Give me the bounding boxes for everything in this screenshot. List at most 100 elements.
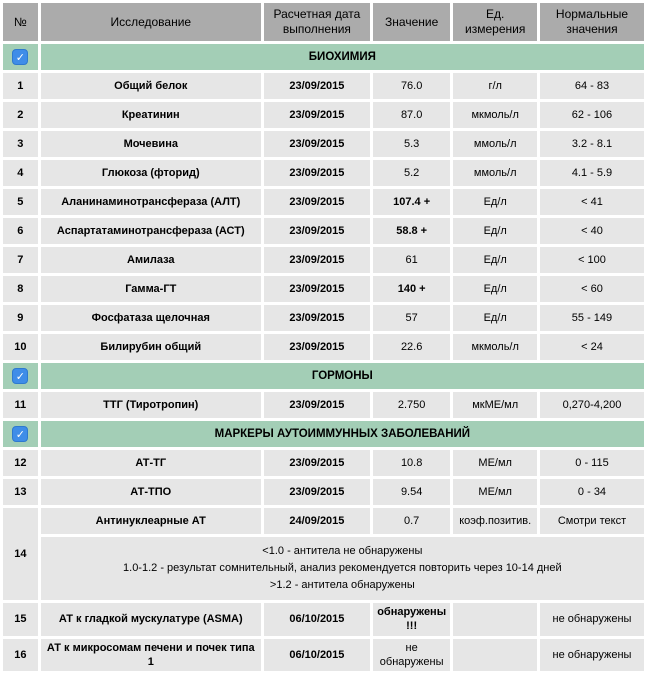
table-row: 10 Билирубин общий 23/09/2015 22.6 мкмоль/л <… [3,334,644,360]
test-unit: г/л [453,73,537,99]
test-value: 0.7 [372,508,451,534]
table-row: 1 Общий белок 23/09/2015 76.0 г/л 64 - 83 [3,73,644,99]
test-unit: Ед/л [453,305,537,331]
test-name: Антинуклеарные АТ [40,508,261,534]
row-number: 13 [3,479,38,505]
row-number: 2 [3,102,38,128]
test-date: 23/09/2015 [263,189,370,215]
col-header-num: № [3,3,38,41]
test-unit: Ед/л [453,218,537,244]
table-row: 14 Антинуклеарные АТ 24/09/2015 0.7 коэф.поз… [3,508,644,600]
interpretation-note-line: <1.0 - антитела не обнаружены [262,545,423,557]
normal-range: 62 - 106 [539,102,644,128]
test-date: 23/09/2015 [263,131,370,157]
test-unit: коэф.позитив. [453,508,537,534]
section-checkbox[interactable]: ✓ [12,426,29,442]
table-row-notes: <1.0 - антитела не обнаружены 1.0-1.2 - р… [3,537,644,600]
normal-range: 0 - 115 [539,450,644,476]
test-value: 58.8 + [372,218,451,244]
test-date: 23/09/2015 [263,334,370,360]
test-date: 23/09/2015 [263,305,370,331]
test-value: не обнаружены [372,638,451,672]
normal-range: < 40 [539,218,644,244]
row-number: 11 [3,392,38,418]
row-number: 16 [3,638,38,672]
interpretation-note-line: >1.2 - антитела обнаружены [269,579,415,591]
test-unit: ммоль/л [453,131,537,157]
table-row: 7 Амилаза 23/09/2015 61 Ед/л < 100 [3,247,644,273]
col-header-name: Исследование [40,3,261,41]
test-date: 06/10/2015 [263,638,370,672]
section-title: БИОХИМИЯ [40,44,644,70]
interpretation-note-line: 1.0-1.2 - результат сомнительный, анализ… [123,562,562,574]
test-date: 23/09/2015 [263,276,370,302]
test-value: обнаружены !!! [372,603,451,636]
test-name: Фосфатаза щелочная [40,305,261,331]
row-number: 6 [3,218,38,244]
table-row: 11 ТТГ (Тиротропин) 23/09/2015 2.750 мкМЕ/мл… [3,392,644,418]
normal-range: 3.2 - 8.1 [539,131,644,157]
test-name: Аспартатаминотрансфераза (АСТ) [40,218,261,244]
test-name: Мочевина [40,131,261,157]
table-row: 2 Креатинин 23/09/2015 87.0 мкмоль/л 62 - 106 [3,102,644,128]
section-checkbox[interactable]: ✓ [12,49,29,65]
table-row: 9 Фосфатаза щелочная 23/09/2015 57 Ед/л 55 - … [3,305,644,331]
row-number: 10 [3,334,38,360]
section-row-2: ✓ ГОРМОНЫ [3,363,644,389]
normal-range: < 60 [539,276,644,302]
test-name: Билирубин общий [40,334,261,360]
test-value: 10.8 [372,450,451,476]
table-row: 12 АТ-ТГ 23/09/2015 10.8 МЕ/мл 0 - 115 [3,450,644,476]
normal-range: не обнаружены [539,638,644,672]
header-row: № Исследование Расчетная дата выполнения… [3,3,644,41]
test-name: Аланинаминотрансфераза (АЛТ) [40,189,261,215]
interpretation-notes: <1.0 - антитела не обнаружены 1.0-1.2 - р… [40,537,644,600]
test-value: 87.0 [372,102,451,128]
test-unit: Ед/л [453,247,537,273]
test-date: 23/09/2015 [263,450,370,476]
test-name: АТ-ТГ [40,450,261,476]
test-date: 23/09/2015 [263,479,370,505]
test-value: 22.6 [372,334,451,360]
test-value: 5.3 [372,131,451,157]
normal-range: 55 - 149 [539,305,644,331]
col-header-date: Расчетная дата выполнения [263,3,370,41]
table-row: 4 Глюкоза (фторид) 23/09/2015 5.2 ммоль/л 4.1… [3,160,644,186]
test-name: Креатинин [40,102,261,128]
table-row: 5 Аланинаминотрансфераза (АЛТ) 23/09/2015 1… [3,189,644,215]
test-unit [453,638,537,672]
normal-range: < 41 [539,189,644,215]
test-unit: ммоль/л [453,160,537,186]
test-value: 57 [372,305,451,331]
test-date: 23/09/2015 [263,218,370,244]
row-number: 7 [3,247,38,273]
test-value: 5.2 [372,160,451,186]
row-number: 15 [3,603,38,636]
normal-range: Смотри текст [539,508,644,534]
test-date: 23/09/2015 [263,392,370,418]
test-date: 23/09/2015 [263,73,370,99]
test-name: Глюкоза (фторид) [40,160,261,186]
normal-range: < 24 [539,334,644,360]
test-name: АТ к микросомам печени и почек типа 1 [40,638,261,672]
test-name: АТ к гладкой мускулатуре (ASMA) [40,603,261,636]
normal-range: 4.1 - 5.9 [539,160,644,186]
test-unit: мкмоль/л [453,334,537,360]
test-date: 23/09/2015 [263,160,370,186]
test-value: 76.0 [372,73,451,99]
test-unit: МЕ/мл [453,479,537,505]
test-value: 107.4 + [372,189,451,215]
section-title: ГОРМОНЫ [40,363,644,389]
test-unit: МЕ/мл [453,450,537,476]
col-header-unit: Ед. измерения [453,3,537,41]
test-unit: мкмоль/л [453,102,537,128]
row-number: 1 [3,73,38,99]
test-date: 23/09/2015 [263,247,370,273]
test-value: 9.54 [372,479,451,505]
section-checkbox[interactable]: ✓ [12,368,29,384]
table-row: 8 Гамма-ГТ 23/09/2015 140 + Ед/л < 60 [3,276,644,302]
col-header-normal: Нормальные значения [539,3,644,41]
test-unit: Ед/л [453,276,537,302]
